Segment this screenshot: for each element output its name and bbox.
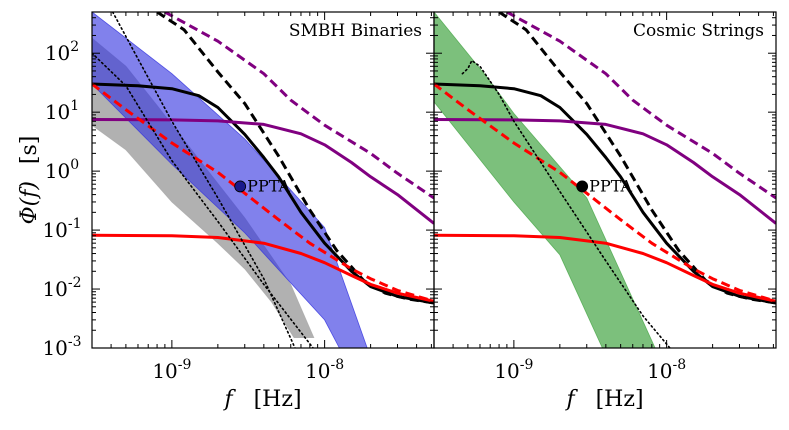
series-dotted-lower <box>92 52 314 348</box>
ppta-label: PPTA <box>247 176 290 195</box>
x-axis-label-right-unit: [Hz] <box>596 387 644 412</box>
y-axis-label-unit: [s] <box>17 136 42 164</box>
series-black-dashed <box>156 12 434 305</box>
panel-smbh-binaries: PPTA SMBH Binaries 10-9 10-8 10-3 10-2 10-1 100… <box>42 11 435 383</box>
plot-area <box>434 12 776 348</box>
x-axis-label-right-symbol: f <box>564 387 578 412</box>
series-purple-dashed <box>506 12 776 200</box>
svg-text:Φ(f) [s]: Φ(f) [s] <box>17 136 42 225</box>
y-tick-label: 101 <box>45 98 79 124</box>
ppta-point <box>576 180 589 193</box>
series-purple-solid <box>92 118 434 225</box>
x-axis-label-left: f [Hz] <box>222 387 301 412</box>
x-tick-label: 10-8 <box>305 357 344 383</box>
band-green-band <box>434 12 656 348</box>
y-axis-label: Φ(f) [s] <box>17 136 42 225</box>
x-tick-label: 10-9 <box>494 357 533 383</box>
series-red-dashed <box>92 82 434 303</box>
plot-area <box>92 12 434 348</box>
y-tick-label: 10-3 <box>42 334 81 360</box>
series-purple-solid <box>434 118 776 225</box>
series-red-solid <box>434 233 776 303</box>
ppta-point <box>234 180 247 193</box>
series-red-solid <box>92 233 434 303</box>
x-tick-label: 10-9 <box>152 357 191 383</box>
series-black-dashed <box>498 12 776 305</box>
y-axis-label-symbol: Φ(f) <box>17 181 42 224</box>
y-tick-label: 10-2 <box>42 275 81 301</box>
y-tick-label: 102 <box>45 39 79 65</box>
y-tick-label: 10-1 <box>42 216 81 242</box>
x-axis-label-right: f [Hz] <box>564 387 643 412</box>
series-purple-dashed <box>164 12 434 200</box>
panel-cosmic-strings: PPTA Cosmic Strings 10-9 10-8 <box>433 11 777 383</box>
x-axis-label-left-symbol: f <box>222 387 236 412</box>
series-red-dashed <box>434 82 776 303</box>
y-tick-label: 100 <box>45 157 79 183</box>
band-blue-band <box>92 12 368 348</box>
panel-title: Cosmic Strings <box>633 21 764 41</box>
ppta-label: PPTA <box>589 176 632 195</box>
x-tick-label: 10-8 <box>647 357 686 383</box>
x-axis-label-left-unit: [Hz] <box>254 387 302 412</box>
panel-title: SMBH Binaries <box>289 21 422 41</box>
